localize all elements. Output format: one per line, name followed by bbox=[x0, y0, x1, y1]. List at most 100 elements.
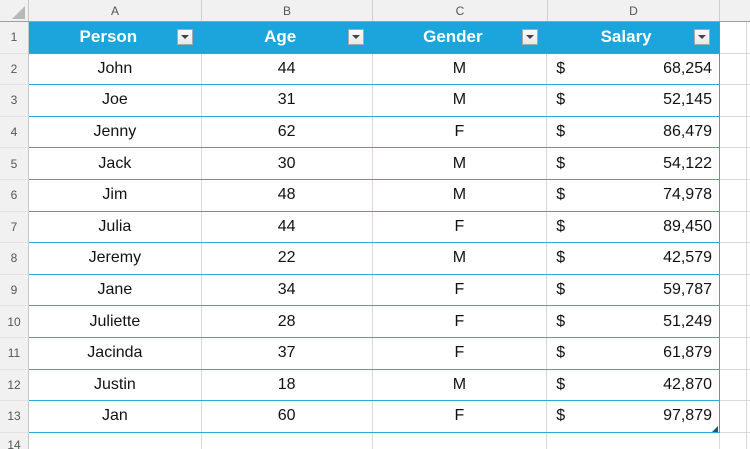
header-cell-age[interactable]: Age bbox=[202, 22, 373, 53]
cell-gender[interactable]: M bbox=[373, 179, 548, 211]
empty-cell[interactable] bbox=[202, 432, 373, 449]
empty-cell[interactable] bbox=[373, 432, 548, 449]
cell-age[interactable]: 62 bbox=[202, 116, 373, 148]
filter-button-age[interactable] bbox=[347, 29, 364, 46]
empty-cell-e[interactable] bbox=[720, 274, 750, 307]
cell-salary[interactable]: $ 97,879 bbox=[547, 401, 719, 432]
cell-salary[interactable]: $ 86,479 bbox=[547, 117, 719, 148]
empty-cell[interactable] bbox=[547, 433, 719, 449]
table-resize-handle[interactable] bbox=[712, 426, 718, 432]
cell-person[interactable]: Justin bbox=[29, 369, 202, 401]
cell-salary[interactable]: $ 54,122 bbox=[547, 148, 719, 179]
cell-person[interactable]: Jan bbox=[29, 401, 202, 432]
row-header[interactable]: 12 bbox=[0, 369, 29, 402]
cell-salary[interactable]: $ 59,787 bbox=[547, 275, 719, 306]
row-header[interactable]: 14 bbox=[0, 432, 29, 449]
cell-gender[interactable]: M bbox=[373, 85, 548, 116]
empty-cell-e[interactable] bbox=[720, 85, 750, 117]
row-header[interactable]: 9 bbox=[0, 274, 29, 307]
cell-gender[interactable]: M bbox=[373, 53, 548, 85]
empty-cell-e[interactable] bbox=[720, 116, 750, 149]
row-header[interactable]: 13 bbox=[0, 401, 29, 433]
cell-age[interactable]: 48 bbox=[202, 179, 373, 211]
empty-cell-e[interactable] bbox=[720, 401, 750, 433]
cell-salary[interactable]: $ 61,879 bbox=[547, 338, 719, 369]
row-header[interactable]: 1 bbox=[0, 22, 29, 54]
empty-cell-e[interactable] bbox=[720, 148, 750, 180]
row-header[interactable]: 6 bbox=[0, 179, 29, 212]
empty-cells bbox=[29, 432, 720, 449]
select-all-corner[interactable] bbox=[0, 0, 29, 21]
empty-cell-e[interactable] bbox=[720, 179, 750, 212]
row-header[interactable]: 8 bbox=[0, 243, 29, 275]
cell-gender[interactable]: F bbox=[373, 274, 548, 306]
currency-symbol: $ bbox=[556, 217, 566, 235]
cell-age[interactable]: 37 bbox=[202, 337, 373, 369]
filter-dropdown-icon bbox=[526, 35, 535, 40]
salary-amount: 97,879 bbox=[663, 407, 712, 425]
empty-cell-e[interactable] bbox=[720, 306, 750, 338]
filter-button-person[interactable] bbox=[176, 29, 193, 46]
row-header[interactable]: 3 bbox=[0, 85, 29, 117]
column-header-a[interactable]: A bbox=[29, 0, 202, 21]
header-cell-person[interactable]: Person bbox=[29, 22, 202, 53]
cell-person[interactable]: Jeremy bbox=[29, 243, 202, 274]
row-header[interactable]: 5 bbox=[0, 148, 29, 180]
empty-cell[interactable] bbox=[29, 432, 202, 449]
row-header[interactable]: 11 bbox=[0, 337, 29, 370]
column-header-c[interactable]: C bbox=[373, 0, 548, 21]
cell-gender[interactable]: F bbox=[373, 211, 548, 243]
cell-gender[interactable]: M bbox=[373, 243, 548, 274]
empty-cell-e[interactable] bbox=[720, 211, 750, 244]
cell-person[interactable]: Julia bbox=[29, 211, 202, 243]
empty-cell-e[interactable] bbox=[720, 22, 750, 54]
filter-button-gender[interactable] bbox=[522, 29, 539, 46]
cell-salary[interactable]: $ 52,145 bbox=[547, 85, 719, 116]
cell-person[interactable]: Jim bbox=[29, 179, 202, 211]
cell-person[interactable]: Jenny bbox=[29, 116, 202, 148]
column-header-b[interactable]: B bbox=[202, 0, 373, 21]
empty-cell-e[interactable] bbox=[720, 243, 750, 275]
cell-person[interactable]: John bbox=[29, 53, 202, 85]
cell-gender[interactable]: M bbox=[373, 369, 548, 401]
column-header-d[interactable]: D bbox=[548, 0, 720, 21]
cell-gender[interactable]: F bbox=[373, 401, 548, 432]
cell-salary[interactable]: $ 51,249 bbox=[547, 306, 719, 337]
cell-age[interactable]: 28 bbox=[202, 306, 373, 337]
row-header[interactable]: 10 bbox=[0, 306, 29, 338]
column-header-e[interactable] bbox=[720, 0, 750, 21]
cell-salary[interactable]: $ 74,978 bbox=[547, 180, 719, 211]
cell-age[interactable]: 44 bbox=[202, 211, 373, 243]
row-header[interactable]: 4 bbox=[0, 116, 29, 149]
cell-salary[interactable]: $ 42,870 bbox=[547, 370, 719, 401]
row-header[interactable]: 7 bbox=[0, 211, 29, 244]
cell-person[interactable]: Jack bbox=[29, 148, 202, 179]
cell-age[interactable]: 31 bbox=[202, 85, 373, 116]
cell-salary[interactable]: $ 89,450 bbox=[547, 212, 719, 243]
empty-cell-e[interactable] bbox=[720, 432, 750, 449]
cell-person[interactable]: Joe bbox=[29, 85, 202, 116]
empty-cell-e[interactable] bbox=[720, 337, 750, 370]
cell-age[interactable]: 30 bbox=[202, 148, 373, 179]
cell-gender[interactable]: F bbox=[373, 116, 548, 148]
cell-salary[interactable]: $ 68,254 bbox=[547, 54, 719, 85]
cell-salary[interactable]: $ 42,579 bbox=[547, 243, 719, 274]
cell-gender[interactable]: F bbox=[373, 306, 548, 337]
header-cell-gender[interactable]: Gender bbox=[373, 22, 548, 53]
cell-age[interactable]: 22 bbox=[202, 243, 373, 274]
cell-gender[interactable]: F bbox=[373, 337, 548, 369]
cell-person[interactable]: Juliette bbox=[29, 306, 202, 337]
cell-age[interactable]: 18 bbox=[202, 369, 373, 401]
empty-cell-e[interactable] bbox=[720, 53, 750, 86]
cell-gender[interactable]: M bbox=[373, 148, 548, 179]
filter-button-salary[interactable] bbox=[694, 29, 710, 46]
cell-person[interactable]: Jacinda bbox=[29, 337, 202, 369]
row-header[interactable]: 2 bbox=[0, 53, 29, 86]
header-cell-salary[interactable]: Salary bbox=[547, 22, 719, 53]
cell-age[interactable]: 34 bbox=[202, 274, 373, 306]
cell-age[interactable]: 60 bbox=[202, 401, 373, 432]
empty-cell-e[interactable] bbox=[720, 369, 750, 402]
cell-age[interactable]: 44 bbox=[202, 53, 373, 85]
cell-person[interactable]: Jane bbox=[29, 274, 202, 306]
